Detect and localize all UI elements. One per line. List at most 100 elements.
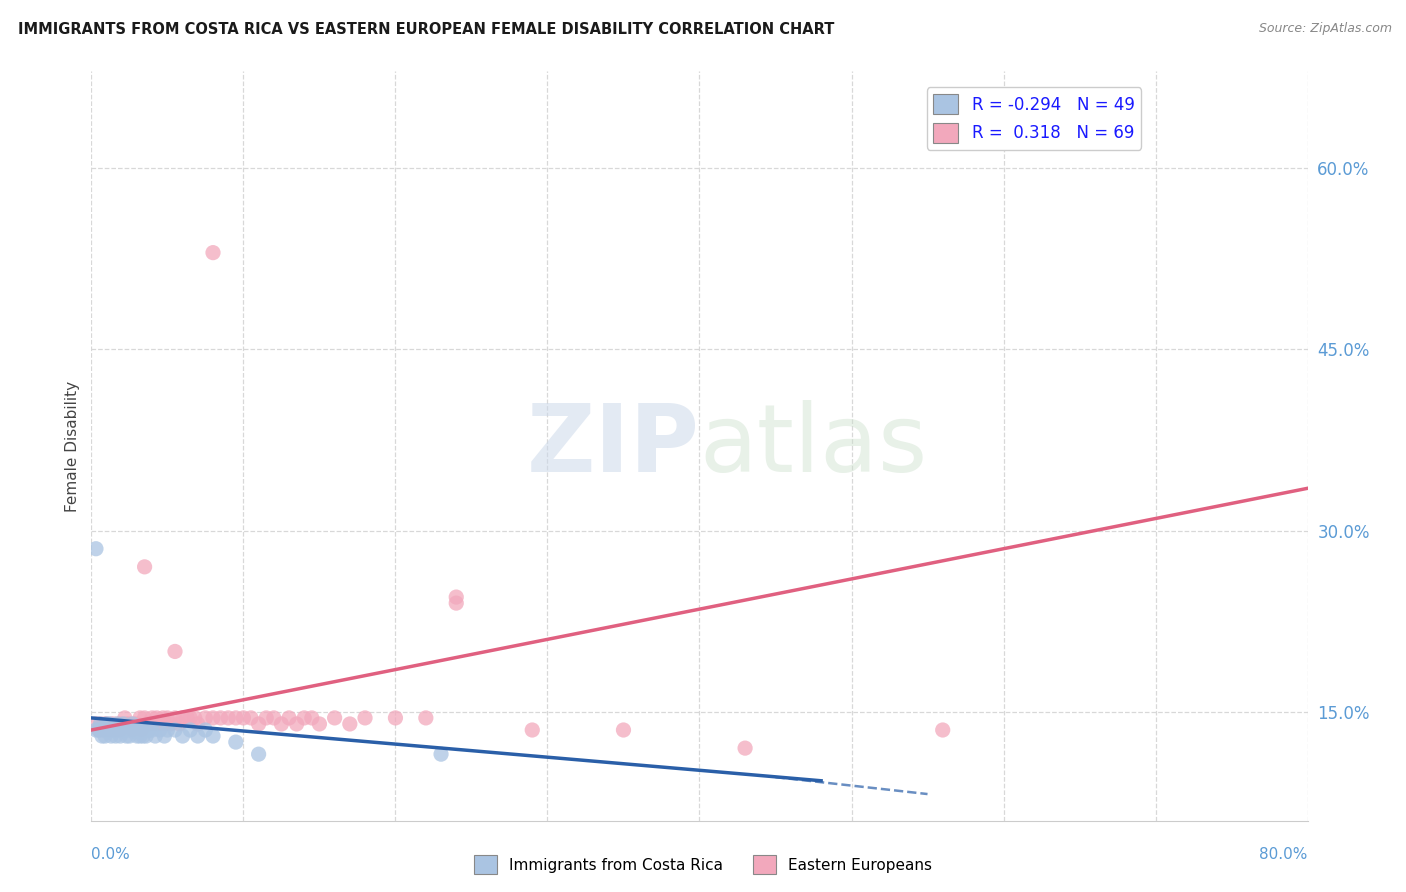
Point bbox=[149, 723, 172, 737]
Point bbox=[136, 717, 159, 731]
Point bbox=[117, 723, 139, 737]
Point bbox=[84, 541, 107, 556]
Point bbox=[114, 711, 136, 725]
Point bbox=[84, 717, 107, 731]
Point bbox=[163, 711, 186, 725]
Point bbox=[225, 711, 247, 725]
Point bbox=[194, 723, 217, 737]
Point bbox=[107, 723, 129, 737]
Point bbox=[89, 717, 111, 731]
Point bbox=[115, 717, 138, 731]
Point bbox=[100, 729, 122, 743]
Point bbox=[169, 717, 191, 731]
Point bbox=[323, 711, 346, 725]
Point bbox=[232, 711, 254, 725]
Point bbox=[132, 729, 155, 743]
Point bbox=[122, 717, 145, 731]
Point bbox=[254, 711, 277, 725]
Point bbox=[94, 729, 117, 743]
Point bbox=[118, 717, 141, 731]
Point bbox=[129, 729, 152, 743]
Point bbox=[187, 729, 209, 743]
Point bbox=[128, 723, 150, 737]
Point bbox=[84, 723, 107, 737]
Point bbox=[112, 717, 135, 731]
Point bbox=[122, 723, 145, 737]
Point bbox=[444, 596, 467, 610]
Point bbox=[247, 717, 270, 731]
Point bbox=[125, 717, 148, 731]
Point bbox=[156, 723, 179, 737]
Point bbox=[285, 717, 308, 731]
Point bbox=[263, 711, 285, 725]
Point bbox=[100, 717, 122, 731]
Point bbox=[163, 644, 186, 658]
Point bbox=[292, 711, 315, 725]
Point bbox=[110, 723, 132, 737]
Point bbox=[159, 717, 181, 731]
Point bbox=[129, 711, 152, 725]
Point bbox=[145, 711, 167, 725]
Point bbox=[98, 723, 121, 737]
Point bbox=[134, 711, 156, 725]
Point bbox=[121, 723, 143, 737]
Point bbox=[131, 723, 153, 737]
Point bbox=[163, 723, 186, 737]
Point bbox=[354, 711, 377, 725]
Point bbox=[91, 729, 114, 743]
Point bbox=[104, 723, 127, 737]
Point bbox=[339, 717, 361, 731]
Point bbox=[278, 711, 301, 725]
Point bbox=[111, 723, 134, 737]
Point bbox=[96, 717, 118, 731]
Point bbox=[141, 723, 163, 737]
Point bbox=[308, 717, 330, 731]
Point bbox=[121, 717, 143, 731]
Point bbox=[240, 711, 263, 725]
Legend: R = -0.294   N = 49, R =  0.318   N = 69: R = -0.294 N = 49, R = 0.318 N = 69 bbox=[927, 87, 1142, 150]
Point bbox=[202, 245, 225, 260]
Point bbox=[152, 711, 174, 725]
Point bbox=[138, 723, 160, 737]
Point bbox=[94, 717, 117, 731]
Point bbox=[522, 723, 544, 737]
Point bbox=[444, 590, 467, 604]
Text: ZIP: ZIP bbox=[527, 400, 699, 492]
Point bbox=[101, 723, 124, 737]
Point bbox=[114, 723, 136, 737]
Point bbox=[93, 723, 115, 737]
Point bbox=[184, 711, 207, 725]
Point bbox=[105, 717, 128, 731]
Point bbox=[301, 711, 323, 725]
Text: Source: ZipAtlas.com: Source: ZipAtlas.com bbox=[1258, 22, 1392, 36]
Point bbox=[149, 717, 172, 731]
Text: atlas: atlas bbox=[699, 400, 928, 492]
Text: 80.0%: 80.0% bbox=[1260, 847, 1308, 862]
Point bbox=[415, 711, 437, 725]
Point bbox=[104, 729, 127, 743]
Point bbox=[931, 723, 953, 737]
Point bbox=[107, 717, 129, 731]
Point bbox=[209, 711, 232, 725]
Point bbox=[87, 723, 110, 737]
Point bbox=[135, 729, 157, 743]
Point bbox=[153, 729, 176, 743]
Point bbox=[172, 729, 194, 743]
Point bbox=[118, 729, 141, 743]
Point bbox=[98, 717, 121, 731]
Point bbox=[120, 723, 142, 737]
Point bbox=[734, 741, 756, 756]
Point bbox=[270, 717, 292, 731]
Point bbox=[110, 729, 132, 743]
Text: 0.0%: 0.0% bbox=[91, 847, 131, 862]
Point bbox=[93, 723, 115, 737]
Point bbox=[138, 717, 160, 731]
Point bbox=[176, 711, 198, 725]
Point bbox=[179, 723, 201, 737]
Point bbox=[247, 747, 270, 761]
Point bbox=[111, 717, 134, 731]
Point bbox=[103, 717, 125, 731]
Point bbox=[89, 717, 111, 731]
Point bbox=[194, 711, 217, 725]
Point bbox=[217, 711, 239, 725]
